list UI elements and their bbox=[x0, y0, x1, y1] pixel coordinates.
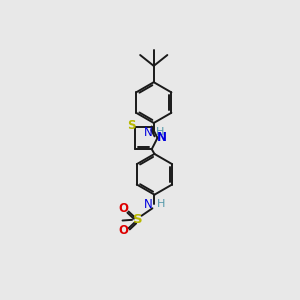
Text: N: N bbox=[144, 126, 152, 139]
Text: N: N bbox=[157, 131, 167, 144]
Text: H: H bbox=[157, 199, 165, 209]
Text: S: S bbox=[133, 213, 142, 226]
Text: O: O bbox=[118, 224, 128, 237]
Text: S: S bbox=[127, 119, 135, 132]
Text: O: O bbox=[118, 202, 128, 215]
Text: H: H bbox=[156, 128, 164, 137]
Text: N: N bbox=[144, 198, 153, 211]
